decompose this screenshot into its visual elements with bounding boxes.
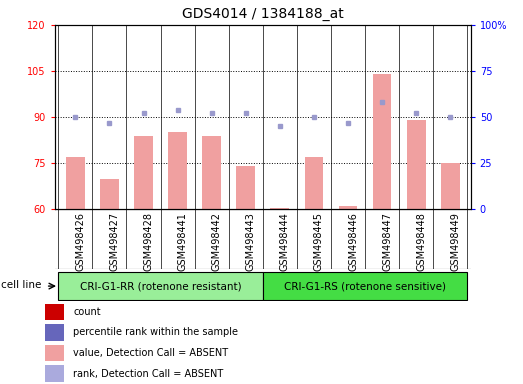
Bar xyxy=(59,272,263,300)
Bar xyxy=(45,303,64,320)
Text: CRI-G1-RS (rotenone sensitive): CRI-G1-RS (rotenone sensitive) xyxy=(284,281,446,291)
Bar xyxy=(407,120,426,209)
Bar xyxy=(373,74,391,209)
Text: GSM498445: GSM498445 xyxy=(314,212,324,271)
Bar xyxy=(45,324,64,341)
Text: GSM498426: GSM498426 xyxy=(75,212,85,271)
Text: GSM498441: GSM498441 xyxy=(178,212,188,271)
Text: CRI-G1-RR (rotenone resistant): CRI-G1-RR (rotenone resistant) xyxy=(79,281,242,291)
Bar xyxy=(236,166,255,209)
Text: GSM498443: GSM498443 xyxy=(246,212,256,271)
Text: GSM498449: GSM498449 xyxy=(450,212,460,271)
Bar xyxy=(66,157,85,209)
Text: percentile rank within the sample: percentile rank within the sample xyxy=(73,328,238,338)
Text: value, Detection Call = ABSENT: value, Detection Call = ABSENT xyxy=(73,348,229,358)
Bar xyxy=(304,157,323,209)
Title: GDS4014 / 1384188_at: GDS4014 / 1384188_at xyxy=(182,7,344,21)
Text: GSM498447: GSM498447 xyxy=(382,212,392,271)
Text: GSM498448: GSM498448 xyxy=(416,212,426,271)
Bar xyxy=(202,136,221,209)
Bar xyxy=(100,179,119,209)
Bar xyxy=(45,345,64,361)
Bar xyxy=(168,132,187,209)
Text: GSM498442: GSM498442 xyxy=(212,212,222,271)
Text: GSM498427: GSM498427 xyxy=(109,212,119,271)
Bar xyxy=(338,206,357,209)
Text: cell line: cell line xyxy=(1,280,41,290)
Text: GSM498446: GSM498446 xyxy=(348,212,358,271)
Bar xyxy=(270,208,289,209)
Text: GSM498444: GSM498444 xyxy=(280,212,290,271)
Bar xyxy=(134,136,153,209)
Text: GSM498428: GSM498428 xyxy=(143,212,154,271)
Text: count: count xyxy=(73,307,101,317)
Bar xyxy=(441,163,460,209)
Bar xyxy=(45,366,64,382)
Bar xyxy=(263,272,467,300)
Text: rank, Detection Call = ABSENT: rank, Detection Call = ABSENT xyxy=(73,369,223,379)
